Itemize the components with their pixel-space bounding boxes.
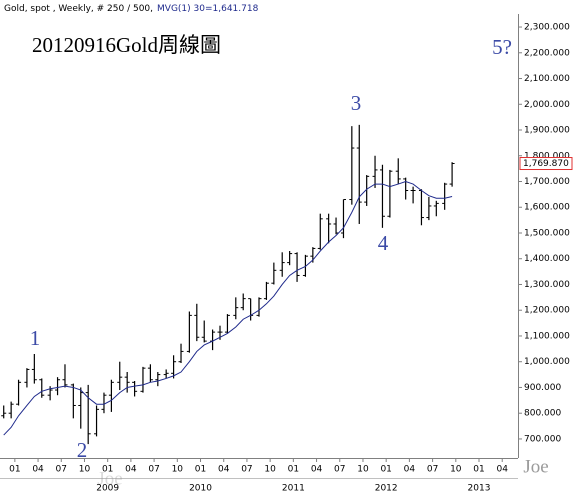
wave-label: 2 [77, 438, 88, 462]
x-tick-label: 07 [334, 465, 345, 475]
x-tick-label: 04 [125, 465, 137, 475]
x-tick-label: 10 [450, 465, 462, 475]
x-tick-label: 04 [32, 465, 44, 475]
ma-label: MVG(1) 30=1,641.718 [157, 4, 259, 14]
x-tick-label: 10 [264, 465, 276, 475]
x-tick-label: 10 [357, 465, 369, 475]
wave-label: 1 [30, 326, 41, 350]
x-tick-label: 04 [496, 465, 508, 475]
chart-title: 20120916Gold周線圖 [32, 33, 221, 57]
wave-label: 5? [492, 35, 512, 59]
x-tick-label: 04 [218, 465, 230, 475]
year-label: 2013 [468, 484, 491, 494]
x-tick-label: 04 [404, 465, 416, 475]
y-tick-label: 1,300.000 [524, 280, 570, 290]
x-tick-label: 10 [79, 465, 91, 475]
year-label: 2009 [96, 484, 119, 494]
y-tick-label: 2,200.000 [524, 48, 570, 58]
watermark: Joe [97, 468, 122, 489]
x-tick-label: 07 [56, 465, 67, 475]
header-text: Gold, spot , Weekly, # 250 / 500, [4, 4, 153, 14]
x-tick-label: 07 [148, 465, 159, 475]
x-tick-label: 01 [288, 465, 299, 475]
y-tick-label: 2,000.000 [524, 100, 570, 110]
y-tick-label: 1,400.000 [524, 254, 570, 264]
x-tick-label: 04 [311, 465, 323, 475]
year-label: 2012 [375, 484, 398, 494]
wave-label: 3 [351, 91, 362, 115]
y-tick-label: 1,500.000 [524, 228, 570, 238]
x-tick-label: 01 [102, 465, 113, 475]
last-price-box [519, 157, 573, 171]
chart-header: Gold, spot , Weekly, # 250 / 500, MVG(1) … [4, 4, 259, 14]
y-tick-label: 700.000 [524, 434, 561, 444]
moving-average [3, 180, 453, 436]
y-tick-label: 1,200.000 [524, 306, 570, 316]
year-label: 2010 [189, 484, 212, 494]
x-tick-label: 01 [380, 465, 391, 475]
year-label: 2011 [282, 484, 305, 494]
y-tick-label: 1,000.000 [524, 357, 570, 367]
y-tick-label: 1,800.000 [524, 151, 570, 161]
wave-label: 4 [378, 231, 389, 255]
y-tick-label: 2,100.000 [524, 74, 570, 84]
y-tick-label: 1,900.000 [524, 126, 570, 136]
x-tick-label: 01 [473, 465, 484, 475]
y-tick-label: 1,100.000 [524, 331, 570, 341]
x-tick-label: 10 [172, 465, 184, 475]
x-tick-label: 07 [241, 465, 252, 475]
watermark: Joe [523, 456, 548, 477]
x-tick-label: 07 [427, 465, 438, 475]
x-tick-label: 01 [195, 465, 206, 475]
y-tick-label: 2,300.000 [524, 23, 570, 33]
y-tick-label: 800.000 [524, 409, 561, 419]
x-tick-label: 01 [9, 465, 20, 475]
y-tick-label: 1,700.000 [524, 177, 570, 187]
y-tick-label: 900.000 [524, 383, 561, 393]
y-tick-label: 1,600.000 [524, 203, 570, 213]
last-price-label: 1,769.870 [523, 159, 569, 169]
